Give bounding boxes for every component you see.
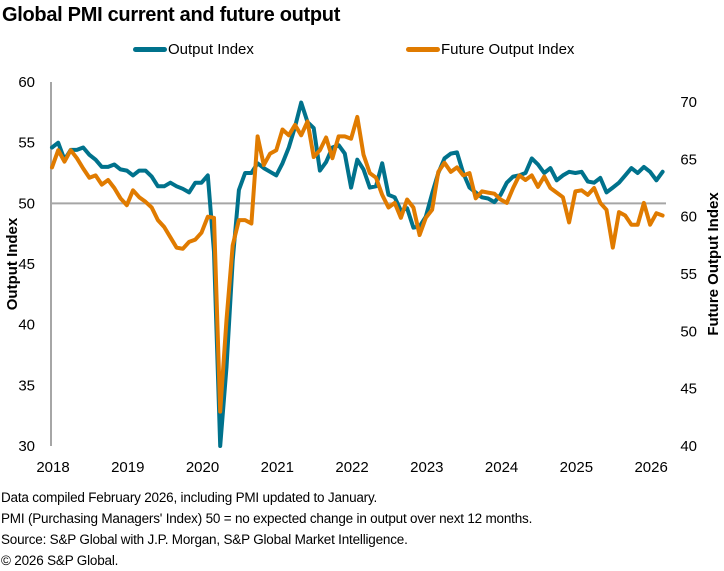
legend-item-output-index: Output Index (133, 41, 254, 58)
y-tick-label-right: 45 (680, 381, 697, 398)
x-tick-label: 2022 (335, 459, 368, 476)
chart-title: Global PMI current and future output (2, 4, 341, 26)
x-tick-label: 2018 (36, 459, 69, 476)
footnote-copyright: © 2026 S&P Global. (1, 553, 119, 568)
legend-swatch-output-index (133, 47, 167, 52)
legend-label-future-output-index: Future Output Index (441, 41, 575, 58)
footnote-source: Source: S&P Global with J.P. Morgan, S&P… (1, 532, 408, 547)
y-tick-label-left: 30 (18, 438, 35, 455)
chart-axes (50, 82, 666, 446)
x-tick-label: 2024 (485, 459, 518, 476)
y-tick-label-right: 40 (680, 438, 697, 455)
y-axis-title-left: Output Index (4, 217, 21, 310)
x-tick-label: 2025 (560, 459, 593, 476)
chart-tick-labels: 30 35 40 45 50 55 60 40 45 50 55 60 65 70 2018 2019 2020… (18, 74, 697, 476)
x-tick-label: 2019 (111, 459, 144, 476)
chart-series (50, 100, 665, 448)
footnote-pmi-definition: PMI (Purchasing Managers' Index) 50 = no… (1, 511, 533, 526)
y-tick-label-left: 45 (18, 256, 35, 273)
y-tick-label-right: 55 (680, 266, 697, 283)
y-tick-label-left: 60 (18, 74, 35, 91)
y-tick-label-right: 60 (680, 209, 697, 226)
y-tick-label-left: 35 (18, 377, 35, 394)
x-tick-label: 2026 (634, 459, 667, 476)
x-tick-label: 2021 (261, 459, 294, 476)
x-tick-label: 2023 (410, 459, 443, 476)
y-axis-title-right: Future Output Index (705, 192, 722, 336)
legend-swatch-future-output-index (406, 47, 440, 52)
footnote-data-compiled: Data compiled February 2026, including P… (1, 490, 378, 505)
legend-item-future-output-index: Future Output Index (406, 41, 574, 58)
chart-legend: Output Index Future Output Index (0, 41, 724, 65)
chart-plot: 30 35 40 45 50 55 60 40 45 50 55 60 65 70 2018 2019 2020… (4, 74, 722, 476)
y-tick-label-right: 50 (680, 323, 697, 340)
series-line-future-output-index (50, 114, 665, 414)
series-line-output-index (50, 100, 665, 448)
y-tick-label-left: 50 (18, 195, 35, 212)
x-tick-label: 2020 (186, 459, 219, 476)
y-tick-label-right: 65 (680, 151, 697, 168)
y-tick-label-left: 40 (18, 317, 35, 334)
y-tick-label-right: 70 (680, 94, 697, 111)
legend-label-output-index: Output Index (168, 41, 254, 58)
y-tick-label-left: 55 (18, 135, 35, 152)
footnotes: Data compiled February 2026, including P… (1, 487, 532, 571)
